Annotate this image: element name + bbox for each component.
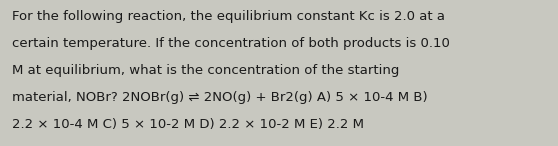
Text: For the following reaction, the equilibrium constant Kc is 2.0 at a: For the following reaction, the equilibr… [12,10,445,23]
Text: M at equilibrium, what is the concentration of the starting: M at equilibrium, what is the concentrat… [12,64,400,77]
Text: material, NOBr? 2NOBr(g) ⇌ 2NO(g) + Br2(g) A) 5 × 10-4 M B): material, NOBr? 2NOBr(g) ⇌ 2NO(g) + Br2(… [12,91,428,104]
Text: 2.2 × 10-4 M C) 5 × 10-2 M D) 2.2 × 10-2 M E) 2.2 M: 2.2 × 10-4 M C) 5 × 10-2 M D) 2.2 × 10-2… [12,118,364,131]
Text: certain temperature. If the concentration of both products is 0.10: certain temperature. If the concentratio… [12,37,450,50]
